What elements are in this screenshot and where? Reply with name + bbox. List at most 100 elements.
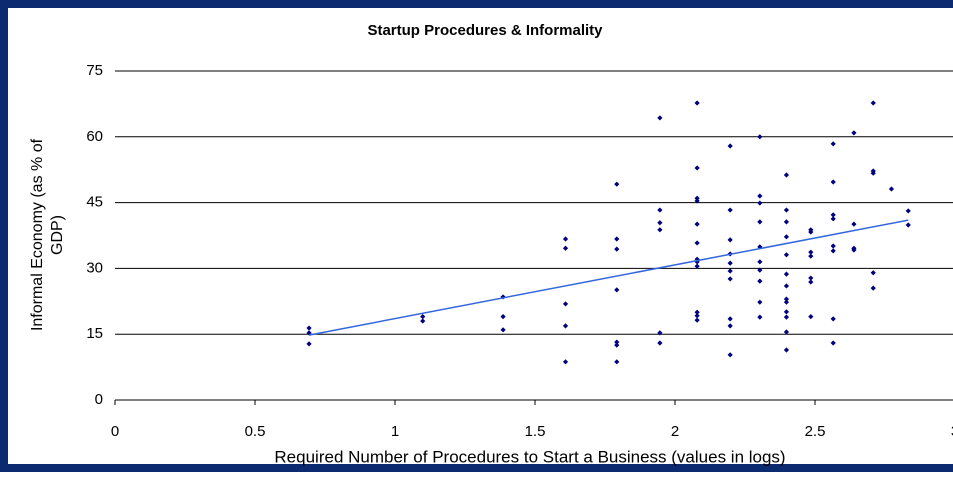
point <box>757 267 763 273</box>
point <box>694 198 700 204</box>
point <box>562 236 569 242</box>
point <box>727 207 733 213</box>
point <box>783 299 790 305</box>
point <box>783 219 790 225</box>
point <box>614 359 620 365</box>
point <box>727 323 733 329</box>
point <box>783 283 790 289</box>
point <box>757 314 763 320</box>
point <box>830 179 836 185</box>
point <box>783 347 790 353</box>
point <box>783 329 790 335</box>
point <box>830 248 836 254</box>
point <box>614 339 620 345</box>
point <box>562 323 569 329</box>
x-tick-label: 2.5 <box>805 423 826 440</box>
point <box>727 316 733 322</box>
point <box>783 252 790 258</box>
point <box>888 186 895 192</box>
point <box>727 260 733 266</box>
point <box>727 268 733 274</box>
y-tick-label: 45 <box>86 194 103 211</box>
y-axis-label: GDP) <box>49 215 66 255</box>
point <box>830 216 836 222</box>
point <box>694 165 700 171</box>
point <box>783 314 790 320</box>
point <box>830 243 836 249</box>
point <box>694 309 700 315</box>
point <box>657 220 663 226</box>
point <box>757 193 763 199</box>
point <box>420 314 426 320</box>
chart-title: Startup Procedures & Informality <box>367 22 603 39</box>
point <box>694 240 700 246</box>
point <box>694 256 700 262</box>
point <box>783 172 790 178</box>
point <box>562 245 569 251</box>
y-tick-label: 75 <box>86 62 103 79</box>
point <box>694 100 700 106</box>
point <box>783 309 790 315</box>
x-tick-label: 2 <box>671 423 679 440</box>
point <box>562 301 569 307</box>
point <box>870 100 876 106</box>
point <box>694 317 700 323</box>
point <box>614 342 620 348</box>
x-tick-label: 0.5 <box>245 423 266 440</box>
y-tick-label: 0 <box>95 391 103 408</box>
point <box>614 287 620 293</box>
point <box>657 115 663 121</box>
point <box>808 314 814 320</box>
point <box>727 237 733 243</box>
point <box>757 219 763 225</box>
point <box>562 359 569 365</box>
point <box>808 249 814 255</box>
point <box>757 278 763 284</box>
point <box>808 229 814 235</box>
point <box>694 221 700 227</box>
point <box>808 253 814 259</box>
point <box>830 316 836 322</box>
point <box>905 222 911 228</box>
y-tick-label: 15 <box>86 325 103 342</box>
point <box>905 208 911 214</box>
x-tick-label: 1.5 <box>525 423 546 440</box>
point <box>727 276 733 282</box>
point <box>694 195 700 201</box>
point <box>500 327 506 333</box>
x-tick-label: 0 <box>111 423 119 440</box>
point <box>614 181 620 187</box>
point <box>500 314 506 320</box>
point <box>830 340 836 346</box>
point <box>657 340 663 346</box>
point <box>757 299 763 305</box>
point <box>783 296 790 302</box>
point <box>830 141 836 147</box>
point <box>783 271 790 277</box>
point <box>727 352 733 358</box>
point <box>420 318 426 324</box>
point <box>657 227 663 233</box>
point <box>851 221 857 227</box>
point <box>694 263 700 269</box>
x-tick-label: 3 <box>951 423 953 440</box>
point <box>851 130 857 136</box>
point <box>808 279 814 285</box>
point <box>783 207 790 213</box>
point <box>614 246 620 252</box>
point <box>657 330 663 336</box>
y-tick-label: 30 <box>86 259 103 276</box>
y-tick-label: 60 <box>86 128 103 145</box>
point <box>306 341 312 347</box>
chart-area <box>8 8 953 464</box>
point <box>870 270 876 276</box>
point <box>851 247 857 253</box>
point <box>306 325 312 331</box>
point <box>830 212 836 218</box>
point <box>783 234 790 240</box>
trendline <box>308 219 909 336</box>
x-axis-label: Required Number of Procedures to Start a… <box>274 447 785 466</box>
point <box>757 134 763 140</box>
point <box>757 200 763 206</box>
